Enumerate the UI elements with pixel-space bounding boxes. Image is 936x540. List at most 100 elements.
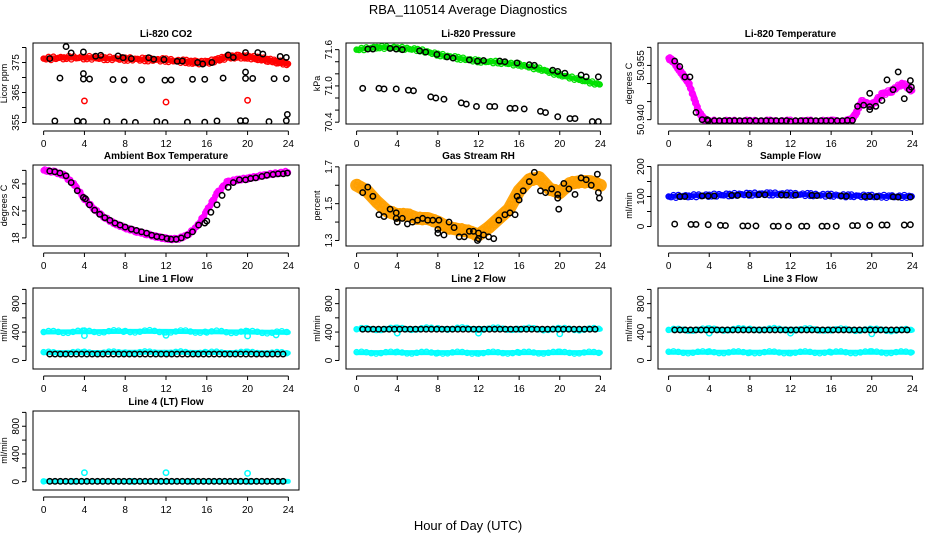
data-point bbox=[593, 170, 601, 178]
data-point bbox=[106, 216, 114, 224]
data-point bbox=[530, 61, 538, 69]
y-tick-label: 0 bbox=[11, 478, 22, 484]
data-point bbox=[189, 75, 196, 83]
y-axis-label: ml/min bbox=[624, 192, 634, 219]
x-tick-label: 8 bbox=[122, 139, 128, 150]
data-point bbox=[571, 115, 579, 123]
x-tick-label: 0 bbox=[41, 261, 47, 272]
x-tick-label: 4 bbox=[394, 139, 400, 150]
data-point bbox=[495, 216, 503, 224]
x-tick-label: 0 bbox=[41, 505, 47, 516]
data-point bbox=[561, 69, 569, 77]
data-point bbox=[283, 110, 291, 118]
x-axis-sampleflow: 0 4 8 12 16 20 24 bbox=[666, 252, 918, 272]
x-tick-label: 12 bbox=[785, 139, 797, 150]
data-point bbox=[752, 222, 760, 230]
data-point bbox=[249, 74, 257, 82]
data-point bbox=[398, 214, 406, 222]
plot-frame bbox=[345, 164, 612, 247]
band-marker bbox=[513, 196, 520, 203]
data-point bbox=[450, 224, 458, 232]
band-marker bbox=[596, 81, 603, 88]
x-tick-label: 8 bbox=[122, 384, 128, 395]
x-tick-label: 16 bbox=[201, 139, 213, 150]
data-point bbox=[120, 76, 128, 84]
x-tick-label: 12 bbox=[160, 261, 172, 272]
data-point bbox=[282, 75, 290, 83]
x-tick-label: 12 bbox=[160, 505, 172, 516]
y-tick-label: 70.4 bbox=[324, 112, 335, 132]
x-tick-label: 16 bbox=[826, 261, 838, 272]
data-point bbox=[460, 233, 468, 241]
panel-title: Line 2 Flow bbox=[451, 274, 506, 285]
data-point bbox=[203, 217, 211, 225]
x-axis-line3: 0 4 8 12 16 20 24 bbox=[666, 375, 918, 395]
data-point bbox=[710, 192, 718, 200]
y-tick-label: 200 bbox=[636, 158, 647, 175]
band-marker bbox=[485, 220, 492, 228]
data-point bbox=[195, 221, 203, 229]
x-tick-label: 20 bbox=[866, 139, 878, 150]
band-marker bbox=[374, 196, 382, 203]
y-tick-label: 355 bbox=[11, 114, 22, 131]
data-point bbox=[866, 89, 874, 97]
y-tick-label: 26 bbox=[11, 178, 22, 190]
data-point bbox=[207, 208, 215, 216]
x-tick-label: 20 bbox=[554, 261, 566, 272]
band-marker bbox=[561, 72, 568, 80]
data-point bbox=[434, 229, 442, 237]
plot-area-line4 bbox=[40, 469, 291, 485]
data-point bbox=[380, 213, 388, 220]
data-point bbox=[282, 117, 290, 124]
data-point bbox=[722, 222, 729, 230]
data-point bbox=[150, 55, 158, 63]
x-axis-line1: 0 4 8 12 16 20 24 bbox=[41, 375, 295, 395]
y-axis-label: Licor ppm bbox=[0, 64, 9, 104]
data-point bbox=[435, 216, 443, 224]
band-marker bbox=[283, 349, 290, 357]
panel-title: Ambient Box Temperature bbox=[104, 151, 229, 162]
data-point bbox=[369, 192, 377, 200]
x-tick-label: 4 bbox=[706, 261, 712, 272]
plot-area-line3 bbox=[665, 324, 915, 357]
band-marker bbox=[210, 196, 218, 203]
band-marker bbox=[691, 95, 698, 103]
data-point bbox=[734, 191, 742, 199]
data-point bbox=[582, 73, 590, 81]
data-point bbox=[162, 98, 170, 106]
plot-area-sampleflow bbox=[665, 189, 915, 230]
y-axis-label: ml/min bbox=[312, 315, 322, 342]
data-point bbox=[854, 222, 861, 230]
plot-area-rh bbox=[350, 168, 607, 244]
data-point bbox=[866, 106, 874, 113]
data-point bbox=[62, 172, 70, 180]
x-tick-label: 24 bbox=[595, 139, 607, 150]
x-tick-label: 8 bbox=[747, 384, 753, 395]
x-tick-label: 24 bbox=[283, 384, 295, 395]
band-marker bbox=[907, 326, 915, 334]
data-point bbox=[80, 97, 88, 105]
y-axis-temperature: 50.940 50.955 bbox=[636, 46, 652, 135]
data-point bbox=[433, 51, 441, 58]
band-marker bbox=[207, 202, 214, 209]
plot-area-ambient bbox=[40, 166, 292, 244]
band-marker bbox=[595, 325, 603, 333]
data-point bbox=[242, 49, 249, 57]
y-axis-line2: 0 400 800 bbox=[324, 288, 340, 363]
plot-frame bbox=[345, 42, 612, 125]
y-tick-label: 800 bbox=[11, 295, 22, 312]
y-axis-line4: 0 400 800 bbox=[11, 411, 27, 484]
data-point bbox=[359, 189, 367, 197]
x-tick-label: 16 bbox=[826, 139, 838, 150]
y-tick-label: 100 bbox=[636, 188, 647, 205]
data-point bbox=[866, 193, 874, 200]
data-point bbox=[511, 104, 519, 112]
data-point bbox=[79, 118, 87, 124]
data-point bbox=[416, 47, 424, 55]
plot-frame bbox=[32, 287, 300, 370]
data-point bbox=[873, 193, 881, 201]
